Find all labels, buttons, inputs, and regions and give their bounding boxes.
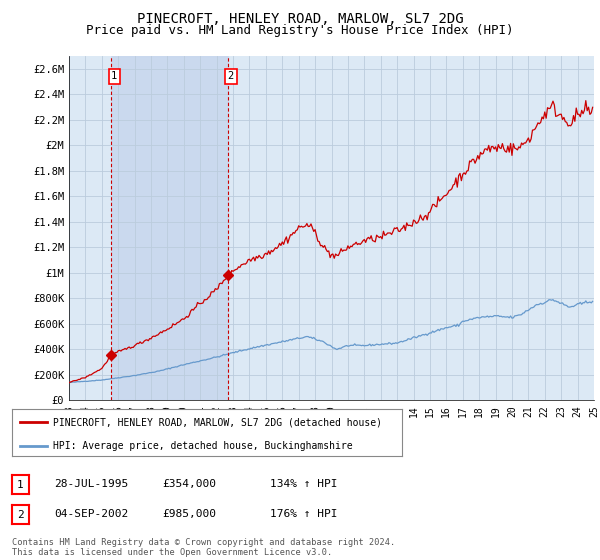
Text: HPI: Average price, detached house, Buckinghamshire: HPI: Average price, detached house, Buck… [53, 441, 353, 451]
Text: 04-SEP-2002: 04-SEP-2002 [54, 509, 128, 519]
Text: Price paid vs. HM Land Registry's House Price Index (HPI): Price paid vs. HM Land Registry's House … [86, 24, 514, 36]
Text: £985,000: £985,000 [162, 509, 216, 519]
Text: 28-JUL-1995: 28-JUL-1995 [54, 479, 128, 489]
Text: £354,000: £354,000 [162, 479, 216, 489]
Text: PINECROFT, HENLEY ROAD, MARLOW, SL7 2DG (detached house): PINECROFT, HENLEY ROAD, MARLOW, SL7 2DG … [53, 417, 382, 427]
Text: 2: 2 [17, 510, 24, 520]
Text: 134% ↑ HPI: 134% ↑ HPI [270, 479, 337, 489]
Text: PINECROFT, HENLEY ROAD, MARLOW, SL7 2DG: PINECROFT, HENLEY ROAD, MARLOW, SL7 2DG [137, 12, 463, 26]
Text: 176% ↑ HPI: 176% ↑ HPI [270, 509, 337, 519]
Bar [69, 56, 111, 400]
Text: 1: 1 [17, 480, 24, 490]
Bar [111, 56, 227, 400]
Text: Contains HM Land Registry data © Crown copyright and database right 2024.
This d: Contains HM Land Registry data © Crown c… [12, 538, 395, 557]
Text: 1: 1 [111, 72, 118, 82]
Text: 2: 2 [227, 72, 234, 82]
